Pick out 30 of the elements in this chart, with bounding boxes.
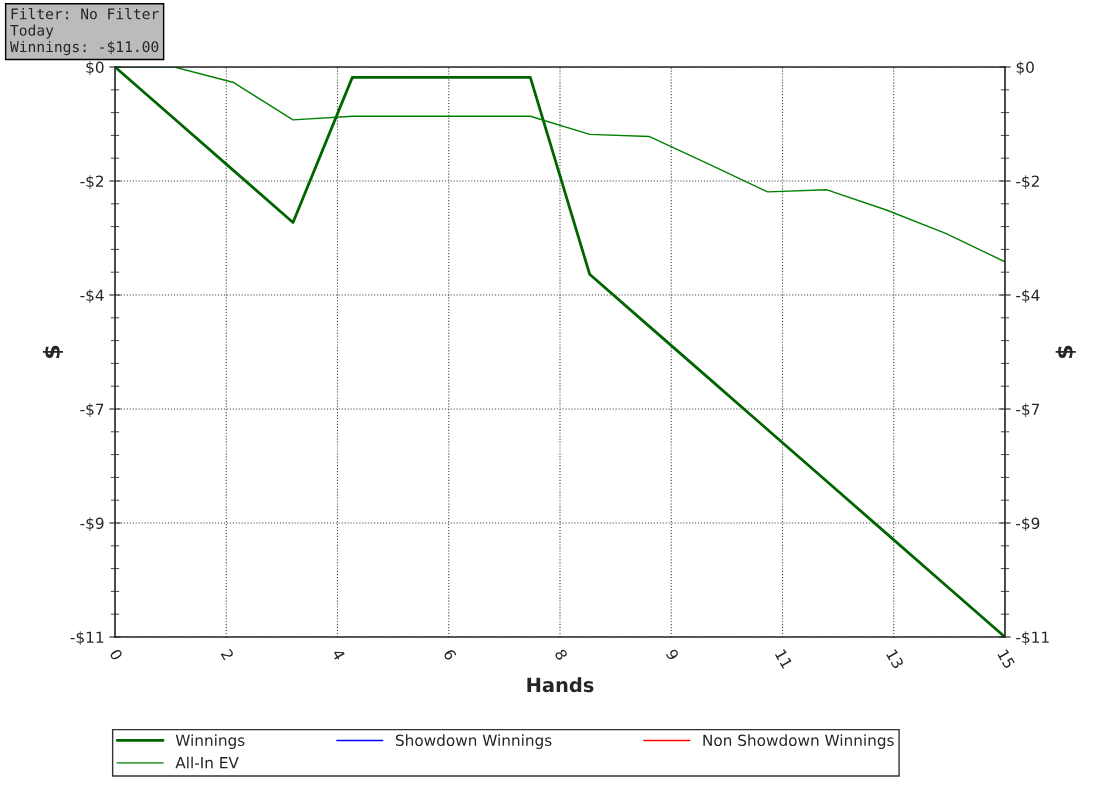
y-tick-label: -$4 <box>80 289 104 304</box>
x-tick-label: 13 <box>885 649 905 670</box>
x-tick-label: 11 <box>774 649 793 669</box>
x-tick-label: 2 <box>220 648 235 661</box>
legend-label: All-In EV <box>175 756 239 769</box>
y-axis-title: $ <box>42 345 63 358</box>
y-tick-label: -$9 <box>80 517 104 532</box>
x-tick-label: 15 <box>997 649 1016 670</box>
line-series <box>115 67 1005 637</box>
y-tick-label: $0 <box>86 61 104 76</box>
x-tick-label: 4 <box>331 648 346 661</box>
legend-label: Winnings <box>175 734 245 750</box>
x-tick-label: 0 <box>109 648 124 661</box>
x-tick-label: 6 <box>443 648 457 661</box>
y2-tick-label: -$2 <box>1016 175 1039 190</box>
y-tick-label: -$2 <box>80 175 104 190</box>
legend-label: Showdown Winnings <box>395 734 552 750</box>
y2-tick-label: -$7 <box>1016 403 1040 418</box>
x-tick-label: 9 <box>665 648 680 661</box>
text: Filter: No Filter Today Winnings: -$11.00 <box>10 8 159 56</box>
legend-label: Non Showdown Winnings <box>703 734 894 750</box>
y2-tick-label: $0 <box>1016 61 1034 76</box>
y2-axis-title: $ <box>1055 345 1076 358</box>
x-axis-title: Hands <box>527 677 594 693</box>
y2-tick-label: -$9 <box>1016 517 1040 532</box>
y-tick-label: -$7 <box>80 403 104 418</box>
y2-tick-label: -$4 <box>1016 289 1040 304</box>
y-tick-label: -$11 <box>70 631 104 646</box>
y2-tick-label: -$11 <box>1016 631 1049 646</box>
x-tick-label: 8 <box>554 648 569 661</box>
